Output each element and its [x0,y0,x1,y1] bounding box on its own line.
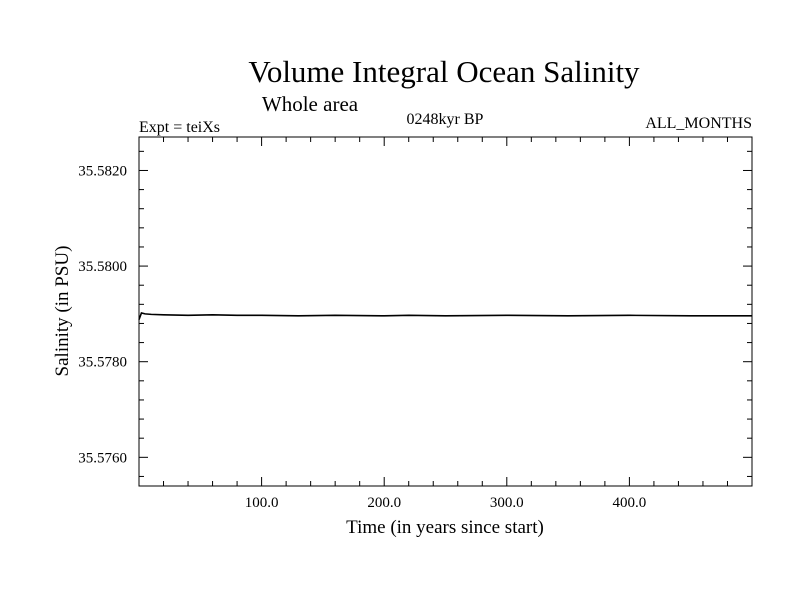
y-axis-tick-labels: 35.5760 35.5780 35.5800 35.5820 [78,163,127,466]
y-tick-label: 35.5760 [78,450,127,466]
x-tick-label: 300.0 [490,495,524,511]
x-tick-label: 100.0 [245,495,279,511]
y-tick-label: 35.5780 [78,355,127,371]
x-tick-label: 200.0 [367,495,401,511]
plot-frame [138,136,753,487]
annotation-experiment: Expt = teiXs [139,119,220,136]
y-axis-ticks [139,150,752,477]
y-axis-label: Salinity (in PSU) [52,246,73,377]
x-tick-label: 400.0 [613,495,647,511]
series-line-salinity [138,311,752,320]
chart-title: Volume Integral Ocean Salinity [248,54,640,89]
x-axis-tick-labels: 100.0 200.0 300.0 400.0 [245,495,647,511]
y-tick-label: 35.5820 [78,163,127,179]
x-axis-ticks [163,137,728,486]
chart-subtitle: Whole area [262,92,359,116]
y-tick-label: 35.5800 [78,259,127,275]
x-axis-label: Time (in years since start) [346,517,544,538]
annotation-months: ALL_MONTHS [645,115,752,132]
annotation-period: 0248kyr BP [407,111,484,128]
